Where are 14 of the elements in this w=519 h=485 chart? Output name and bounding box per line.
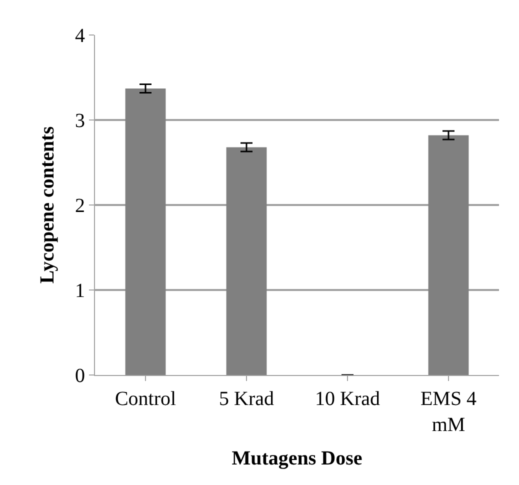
y-tick-label: 2 (75, 195, 85, 217)
x-tick-label: Control (114, 388, 176, 410)
y-tick-label: 1 (75, 280, 85, 302)
x-tick-label: 5 Krad (219, 388, 274, 410)
x-tick-label: 10 Krad (315, 388, 380, 410)
x-axis-title: Mutagens Dose (232, 448, 362, 470)
x-tick-label: EMS 4 mM (420, 388, 477, 436)
y-axis-title: Lycopene contents (36, 126, 58, 284)
y-tick-label: 3 (75, 110, 85, 132)
bar (428, 135, 469, 375)
y-tick-label: 4 (75, 25, 85, 47)
bar (226, 147, 267, 375)
y-tick-label: 0 (75, 365, 85, 387)
bar (125, 88, 166, 375)
